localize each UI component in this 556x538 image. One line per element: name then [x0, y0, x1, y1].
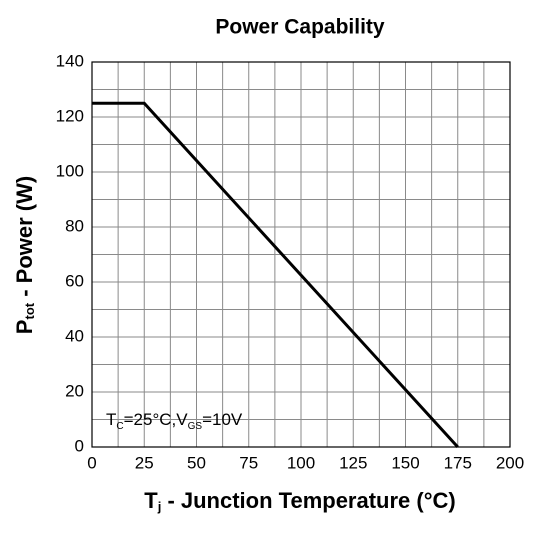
y-tick-label: 0: [75, 436, 84, 455]
x-tick-label: 150: [391, 453, 419, 472]
x-label-rest: - Junction Temperature (°C): [161, 488, 455, 513]
x-tick-label: 175: [444, 453, 472, 472]
x-tick-label: 75: [239, 453, 258, 472]
y-tick-label: 140: [56, 51, 84, 70]
y-tick-label: 20: [65, 381, 84, 400]
power-line: [92, 101, 459, 449]
y-tick-label: 80: [65, 216, 84, 235]
y-label-main: P: [12, 320, 37, 335]
x-label-main: T: [144, 488, 158, 513]
x-label-sub: j: [157, 499, 162, 514]
x-tick-label: 50: [187, 453, 206, 472]
annotation-part: T: [106, 410, 116, 429]
annotation-sub: C: [116, 421, 123, 432]
y-tick-label: 100: [56, 161, 84, 180]
y-tick-label: 40: [65, 326, 84, 345]
x-tick-label: 0: [87, 453, 96, 472]
x-tick-label: 25: [135, 453, 154, 472]
annotation-part: =10V: [202, 410, 243, 429]
y-label-sub: tot: [22, 302, 37, 319]
y-tick-label: 120: [56, 106, 84, 125]
annotation-sub: GS: [188, 421, 203, 432]
plot-frame: [91, 61, 511, 448]
chart-title: Power Capability: [215, 16, 385, 39]
x-tick-label: 200: [496, 453, 524, 472]
x-axis-label: Tj - Junction Temperature (°C): [144, 488, 456, 515]
y-tick-label: 60: [65, 271, 84, 290]
y-label-rest: - Power (W): [12, 176, 37, 303]
y-axis-label: Ptot - Power (W): [12, 176, 38, 334]
x-tick-label: 125: [339, 453, 367, 472]
annotation-part: =25°C,V: [124, 410, 189, 429]
annotation: TC=25°C,VGS=10V: [106, 410, 243, 431]
x-tick-label: 100: [287, 453, 315, 472]
